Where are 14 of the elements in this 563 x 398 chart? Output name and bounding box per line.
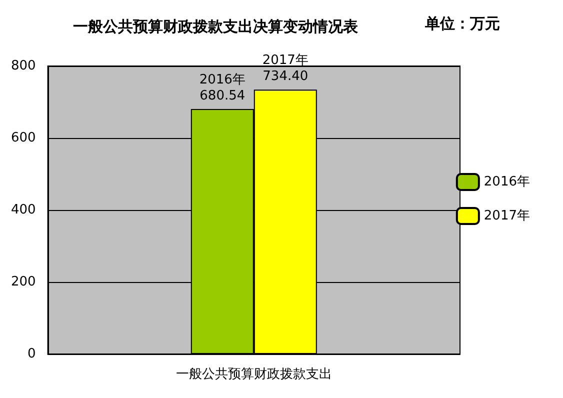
y-tick-label: 200 bbox=[10, 274, 36, 290]
x-tick-label: 一般公共预算财政拨款支出 bbox=[176, 367, 332, 382]
y-tick-label: 800 bbox=[10, 58, 36, 74]
data-label: 680.54 bbox=[200, 88, 246, 104]
text: 2017年 bbox=[262, 53, 308, 68]
legend-label: 2017年 bbox=[484, 208, 530, 224]
y-tick-label: 600 bbox=[10, 130, 36, 146]
text: 单位：万元 bbox=[424, 14, 500, 32]
data-label: 734.40 bbox=[262, 69, 308, 84]
y-tick-label: 0 bbox=[28, 346, 36, 362]
y-tick-label: 400 bbox=[10, 202, 36, 218]
text: 2016年 bbox=[199, 72, 246, 88]
chart-title: 一般公共预算财政拨款支出决算变动情况表 bbox=[73, 18, 359, 36]
legend-label: 2016年 bbox=[484, 174, 530, 190]
